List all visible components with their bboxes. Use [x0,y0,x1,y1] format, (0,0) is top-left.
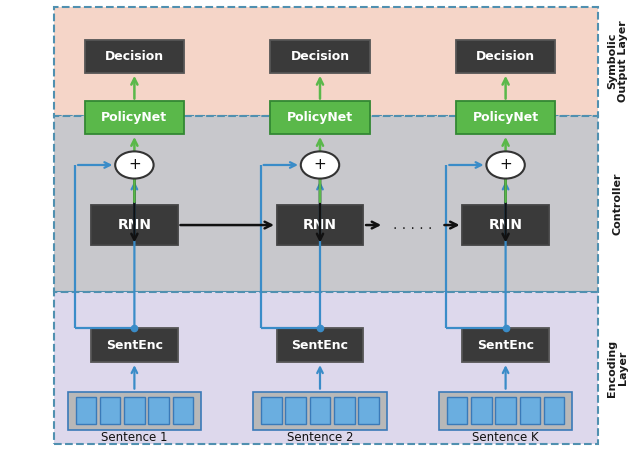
Text: +: + [128,158,141,173]
FancyBboxPatch shape [54,7,598,116]
FancyBboxPatch shape [463,328,549,362]
Text: +: + [314,158,326,173]
Text: RNN: RNN [488,218,523,232]
Circle shape [486,151,525,178]
FancyBboxPatch shape [310,397,330,424]
FancyBboxPatch shape [277,205,364,246]
FancyBboxPatch shape [270,40,370,73]
FancyBboxPatch shape [270,101,370,134]
FancyBboxPatch shape [277,328,364,362]
FancyBboxPatch shape [68,391,201,429]
Text: Controller: Controller [612,173,623,235]
FancyBboxPatch shape [54,116,598,292]
FancyBboxPatch shape [85,101,184,134]
Text: +: + [499,158,512,173]
FancyBboxPatch shape [91,328,177,362]
FancyBboxPatch shape [447,397,467,424]
Text: PolicyNet: PolicyNet [101,111,168,124]
FancyBboxPatch shape [100,397,120,424]
Text: SentEnc: SentEnc [291,339,349,352]
Circle shape [301,151,339,178]
FancyBboxPatch shape [54,292,598,444]
Text: SentEnc: SentEnc [477,339,534,352]
FancyBboxPatch shape [520,397,540,424]
FancyBboxPatch shape [334,397,355,424]
FancyBboxPatch shape [148,397,169,424]
FancyBboxPatch shape [261,397,282,424]
Text: PolicyNet: PolicyNet [287,111,353,124]
FancyBboxPatch shape [124,397,145,424]
Text: RNN: RNN [117,218,152,232]
Text: Decision: Decision [291,50,349,63]
Text: . . . . .: . . . . . [393,218,433,232]
Text: PolicyNet: PolicyNet [472,111,539,124]
FancyBboxPatch shape [91,205,177,246]
Text: Sentence 1: Sentence 1 [101,431,168,443]
Text: Encoding
Layer: Encoding Layer [607,339,628,397]
Text: SentEnc: SentEnc [106,339,163,352]
FancyBboxPatch shape [463,205,549,246]
FancyBboxPatch shape [495,397,516,424]
FancyBboxPatch shape [76,397,96,424]
FancyBboxPatch shape [544,397,564,424]
FancyBboxPatch shape [285,397,306,424]
Text: RNN: RNN [303,218,337,232]
FancyBboxPatch shape [456,40,556,73]
FancyBboxPatch shape [173,397,193,424]
FancyBboxPatch shape [471,397,492,424]
Text: Decision: Decision [105,50,164,63]
FancyBboxPatch shape [456,101,556,134]
Text: Decision: Decision [476,50,535,63]
FancyBboxPatch shape [253,391,387,429]
FancyBboxPatch shape [439,391,572,429]
FancyBboxPatch shape [358,397,379,424]
FancyBboxPatch shape [85,40,184,73]
Text: Sentence 2: Sentence 2 [287,431,353,443]
Circle shape [115,151,154,178]
Text: Sentence K: Sentence K [472,431,539,443]
Text: Symbolic
Output Layer: Symbolic Output Layer [607,20,628,102]
